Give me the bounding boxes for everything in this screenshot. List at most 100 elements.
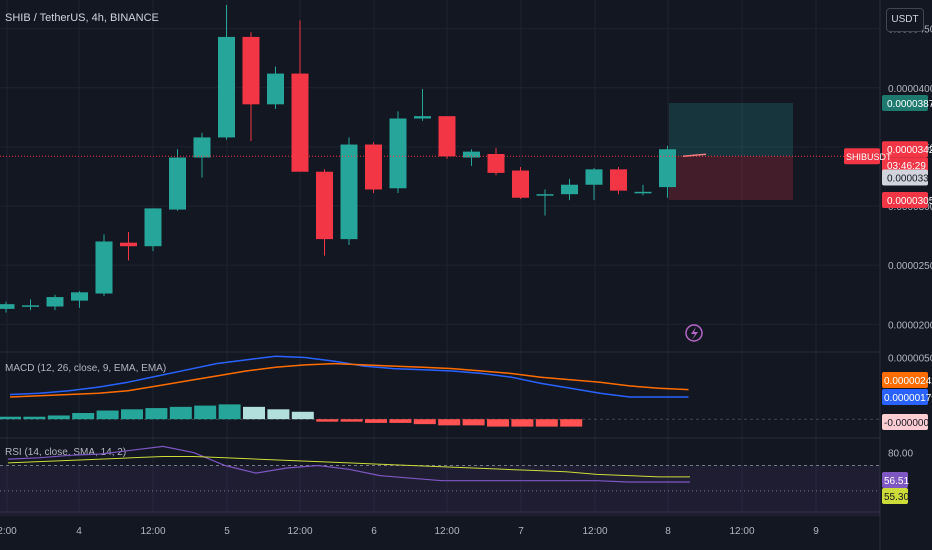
macd-axis-tick-label: 0.00000500 <box>888 353 932 364</box>
candle-body <box>242 36 260 105</box>
macd-signal-value-bg <box>882 372 928 388</box>
ghost-arrow <box>682 153 707 157</box>
candle-body <box>193 137 211 158</box>
time-axis-tick-label: 2:00 <box>0 526 17 537</box>
macd-signal-value: 0.00000242 <box>884 376 932 387</box>
macd-histogram-bar <box>365 419 387 423</box>
macd-histogram-bar <box>96 410 119 420</box>
candle-body <box>659 149 676 188</box>
macd-histogram-bar <box>0 416 21 420</box>
time-axis-tick-label: 8 <box>665 526 671 537</box>
macd-histogram-bar <box>267 409 290 420</box>
macd-histogram-bar <box>413 419 436 425</box>
macd-histogram-bar <box>316 419 339 422</box>
candle-body <box>71 292 88 301</box>
macd-histogram-bar <box>218 404 241 420</box>
candle-body <box>95 241 113 294</box>
rsi-ma-value: 55.30 <box>884 492 909 503</box>
stop-price-label: 0.00003051 <box>887 196 932 207</box>
macd-histogram-bar <box>121 409 143 420</box>
candle-body <box>389 118 407 189</box>
time-axis-tick-label: 4 <box>76 526 82 537</box>
rsi-line <box>7 445 690 483</box>
macd-histogram-bar <box>72 413 95 420</box>
candle-body <box>144 208 162 247</box>
macd-histogram-bar <box>438 419 461 426</box>
time-axis-tick-label: 12:00 <box>582 526 607 537</box>
candle-body <box>291 73 309 172</box>
macd-histogram-bar <box>243 406 265 420</box>
rsi-value: 56.51 <box>884 476 909 487</box>
symbol-label-bg <box>844 148 880 165</box>
candle-body <box>120 242 137 247</box>
rsi-value-bg <box>882 472 908 488</box>
macd-histogram-bar <box>340 419 363 422</box>
candle-body <box>316 171 333 240</box>
macd-histogram-value: -0.00000063 <box>884 418 932 429</box>
rsi-axis-tick-label: 80.00 <box>888 449 913 460</box>
macd-histogram-bar <box>47 415 70 420</box>
candle-body <box>414 116 431 119</box>
macd-histogram-value-bg <box>882 414 928 430</box>
candle-body <box>536 194 554 196</box>
time-axis-tick-label: 12:00 <box>287 526 312 537</box>
position-target-zone <box>669 103 793 157</box>
candle-body <box>463 151 480 158</box>
candle-body <box>22 305 39 307</box>
stop-price-label-bg <box>882 191 928 208</box>
rsi-ma-value-bg <box>882 488 908 504</box>
macd-histogram-bar <box>487 419 509 427</box>
candle-body <box>340 144 358 240</box>
macd-histogram-bar <box>145 408 168 420</box>
price-axis-tick-label: 0.00004000 <box>888 84 932 95</box>
rsi-title: RSI (14, close, SMA, 14, 2) <box>5 447 126 458</box>
rsi-ma-line <box>7 456 690 478</box>
countdown-label: 03:46:29 <box>887 161 926 172</box>
price-label-gray: 0.00003385 <box>887 173 932 184</box>
flash-icon-bolt <box>691 327 698 340</box>
symbol-title: SHIB / TetherUS, 4h, BINANCE <box>5 12 159 24</box>
time-axis-tick-label: 12:00 <box>140 526 165 537</box>
macd-histogram-bar <box>169 406 192 420</box>
macd-histogram-bar <box>291 411 314 420</box>
macd-title: MACD (12, 26, close, 9, EMA, EMA) <box>5 363 166 374</box>
price-axis-tick-label: 0.00002000 <box>888 320 932 331</box>
candle-body <box>46 297 64 307</box>
macd-line-value-bg <box>882 389 928 405</box>
position-stop-zone <box>669 156 793 200</box>
price-axis-tick-label: 0.00002500 <box>888 261 932 272</box>
price-label-gray-bg <box>882 169 928 186</box>
macd-histogram-bar <box>535 419 558 427</box>
macd-histogram-bar <box>23 416 46 420</box>
current-price-label: 0.00003421 <box>887 145 932 156</box>
candle-body <box>438 116 456 157</box>
macd-line-value: 0.00000179 <box>884 393 932 404</box>
time-axis-tick-label: 6 <box>371 526 377 537</box>
candle-body <box>585 169 603 185</box>
candle-body <box>169 157 186 210</box>
flash-icon <box>685 324 703 342</box>
candle-body <box>0 304 15 309</box>
currency-button[interactable]: USDT <box>886 8 924 32</box>
time-axis-tick-label: 9 <box>813 526 819 537</box>
candle-body <box>512 170 529 198</box>
candle-body <box>365 144 382 190</box>
candle-body <box>561 184 578 195</box>
candle-body <box>487 153 505 173</box>
macd-histogram-bar <box>462 419 485 426</box>
macd-histogram-bar <box>511 419 534 427</box>
countdown-label-bg <box>882 157 928 174</box>
time-axis-tick-label: 7 <box>518 526 524 537</box>
macd-histogram-bar <box>194 405 217 420</box>
time-axis-tick-label: 12:00 <box>729 526 754 537</box>
target-price-label-bg <box>882 95 928 112</box>
macd-histogram-bar <box>560 419 583 427</box>
target-price-label: 0.00003871 <box>887 99 932 110</box>
candle-body <box>634 191 652 194</box>
candle-body <box>610 169 627 191</box>
time-axis-tick-label: 5 <box>224 526 230 537</box>
symbol-label: SHIBUSDT <box>846 152 892 162</box>
current-price-label-bg <box>882 141 928 158</box>
candle-body <box>267 73 284 105</box>
